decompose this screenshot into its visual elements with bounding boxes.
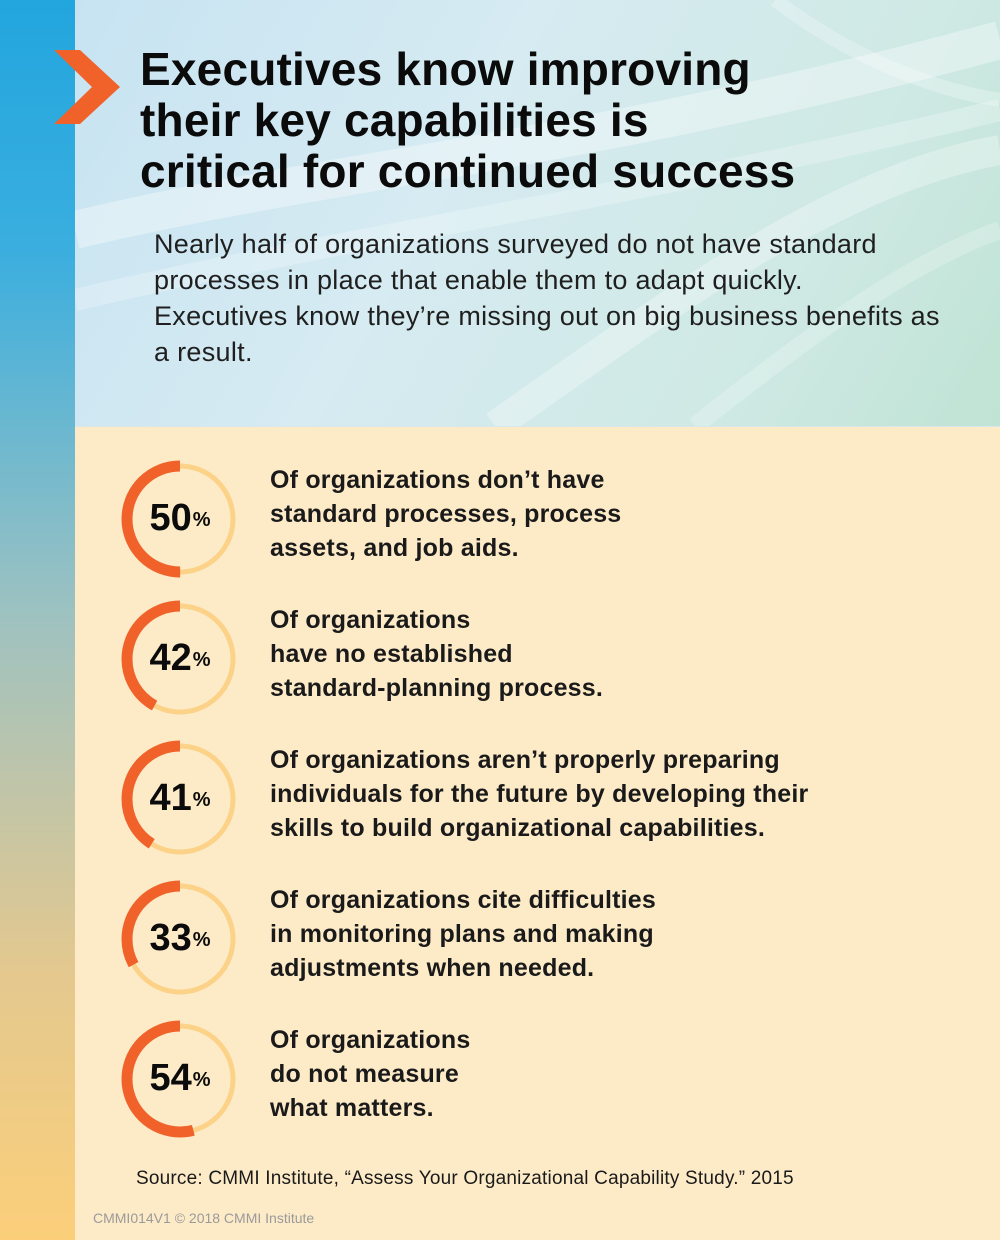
stat-line: adjustments when needed.	[270, 954, 595, 982]
title-line: Executives know improving	[140, 43, 751, 95]
stat-value: 42%	[120, 636, 240, 680]
percent-symbol: %	[192, 649, 211, 671]
source-citation: Source: CMMI Institute, “Assess Your Org…	[136, 1168, 794, 1189]
progress-ring	[121, 740, 239, 858]
stat-line: Of organizations aren’t properly prepari…	[270, 746, 780, 774]
percent-symbol: %	[192, 1069, 211, 1091]
stat-line: do not measure	[270, 1060, 459, 1088]
percent-symbol: %	[192, 929, 211, 951]
stat-description: Of organizations have no established sta…	[270, 603, 950, 705]
stat-item: 50% Of organizations don’t have standard…	[120, 459, 970, 579]
percent-symbol: %	[192, 789, 211, 811]
stat-line: standard-planning process.	[270, 674, 604, 702]
chevron-right-icon	[54, 50, 120, 124]
stat-value: 54%	[120, 1056, 240, 1100]
stat-line: individuals for the future by developing…	[270, 780, 809, 808]
progress-ring	[121, 880, 239, 998]
ring-progress-arc	[121, 1020, 239, 1138]
stat-value: 33%	[120, 916, 240, 960]
page-title: Executives know improving their key capa…	[140, 44, 960, 197]
percent-symbol: %	[192, 509, 211, 531]
footer-copyright: CMMI014V1 © 2018 CMMI Institute	[93, 1210, 315, 1226]
stat-number: 54	[149, 1057, 192, 1099]
stat-line: in monitoring plans and making	[270, 920, 654, 948]
stat-item: 54% Of organizations do not measure what…	[120, 1019, 970, 1139]
stat-value: 50%	[120, 496, 240, 540]
stat-number: 41	[149, 777, 192, 819]
stat-number: 33	[149, 917, 192, 959]
ring-progress-arc	[121, 880, 239, 998]
progress-ring	[121, 460, 239, 578]
header-banner	[75, 0, 1000, 427]
stat-item: 42% Of organizations have no established…	[120, 599, 970, 719]
stat-line: standard processes, process	[270, 500, 622, 528]
stat-line: Of organizations	[270, 606, 471, 634]
stat-description: Of organizations cite difficulties in mo…	[270, 883, 950, 985]
ring-progress-arc	[121, 600, 239, 718]
stat-number: 42	[149, 637, 192, 679]
stat-value: 41%	[120, 776, 240, 820]
stat-line: skills to build organizational capabilit…	[270, 814, 766, 842]
stat-description: Of organizations aren’t properly prepari…	[270, 743, 950, 845]
stat-line: Of organizations don’t have	[270, 466, 605, 494]
progress-ring	[121, 1020, 239, 1138]
stat-line: Of organizations	[270, 1026, 471, 1054]
ring-progress-arc	[121, 460, 239, 578]
stat-item: 41% Of organizations aren’t properly pre…	[120, 739, 970, 859]
stat-line: have no established	[270, 640, 513, 668]
left-gradient-bar	[0, 0, 75, 1240]
title-line: critical for continued success	[140, 145, 796, 197]
stat-line: what matters.	[270, 1094, 434, 1122]
stat-line: assets, and job aids.	[270, 534, 519, 562]
ring-progress-arc	[121, 740, 239, 858]
stat-description: Of organizations don’t have standard pro…	[270, 463, 950, 565]
swoosh-decoration	[75, 0, 1000, 426]
stat-description: Of organizations do not measure what mat…	[270, 1023, 950, 1125]
page-subtitle: Nearly half of organizations surveyed do…	[154, 229, 940, 367]
title-line: their key capabilities is	[140, 94, 649, 146]
stat-line: Of organizations cite difficulties	[270, 886, 657, 914]
stat-item: 33% Of organizations cite difficulties i…	[120, 879, 970, 999]
stat-number: 50	[149, 497, 192, 539]
progress-ring	[121, 600, 239, 718]
